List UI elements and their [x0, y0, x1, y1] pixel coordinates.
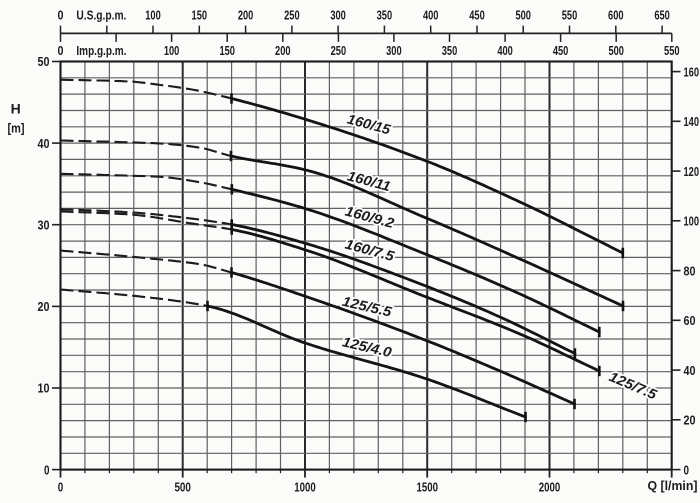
svg-text:Imp.g.p.m.: Imp.g.p.m. [76, 43, 126, 58]
svg-text:20: 20 [38, 299, 50, 314]
svg-text:2000: 2000 [539, 479, 561, 494]
svg-text:50: 50 [38, 54, 50, 69]
svg-text:40: 40 [684, 363, 696, 378]
svg-text:Q [l/min]: Q [l/min] [648, 478, 698, 493]
svg-text:100: 100 [164, 43, 180, 58]
svg-text:160: 160 [684, 64, 700, 79]
svg-text:[m]: [m] [8, 120, 25, 135]
svg-text:450: 450 [553, 43, 569, 58]
svg-text:400: 400 [497, 43, 513, 58]
svg-text:650: 650 [654, 7, 670, 22]
svg-text:250: 250 [284, 7, 300, 22]
svg-text:0: 0 [58, 479, 64, 494]
svg-text:1500: 1500 [416, 479, 438, 494]
svg-text:500: 500 [608, 43, 624, 58]
svg-text:450: 450 [469, 7, 485, 22]
svg-text:200: 200 [275, 43, 291, 58]
svg-text:100: 100 [684, 214, 700, 229]
svg-text:350: 350 [442, 43, 458, 58]
svg-text:30: 30 [38, 217, 50, 232]
svg-text:80: 80 [684, 263, 696, 278]
svg-text:400: 400 [423, 7, 439, 22]
svg-text:0: 0 [684, 462, 690, 477]
svg-text:350: 350 [377, 7, 393, 22]
svg-text:60: 60 [684, 313, 696, 328]
svg-text:550: 550 [664, 43, 680, 58]
svg-text:300: 300 [386, 43, 402, 58]
svg-text:300: 300 [330, 7, 346, 22]
svg-text:150: 150 [219, 43, 235, 58]
svg-text:0: 0 [58, 43, 64, 58]
svg-text:0: 0 [44, 462, 50, 477]
svg-text:200: 200 [238, 7, 254, 22]
svg-text:150: 150 [192, 7, 208, 22]
svg-text:10: 10 [38, 381, 50, 396]
svg-text:20: 20 [684, 413, 696, 428]
svg-text:500: 500 [174, 479, 191, 494]
svg-text:550: 550 [562, 7, 578, 22]
svg-text:140: 140 [684, 114, 700, 129]
svg-text:U.S.g.p.m.: U.S.g.p.m. [76, 7, 126, 22]
svg-text:H: H [11, 101, 21, 117]
svg-text:500: 500 [515, 7, 531, 22]
svg-text:600: 600 [608, 7, 624, 22]
svg-text:120: 120 [684, 164, 700, 179]
svg-text:1000: 1000 [294, 479, 316, 494]
svg-text:100: 100 [145, 7, 161, 22]
svg-text:250: 250 [331, 43, 347, 58]
svg-text:0: 0 [58, 7, 64, 22]
svg-text:40: 40 [38, 136, 50, 151]
